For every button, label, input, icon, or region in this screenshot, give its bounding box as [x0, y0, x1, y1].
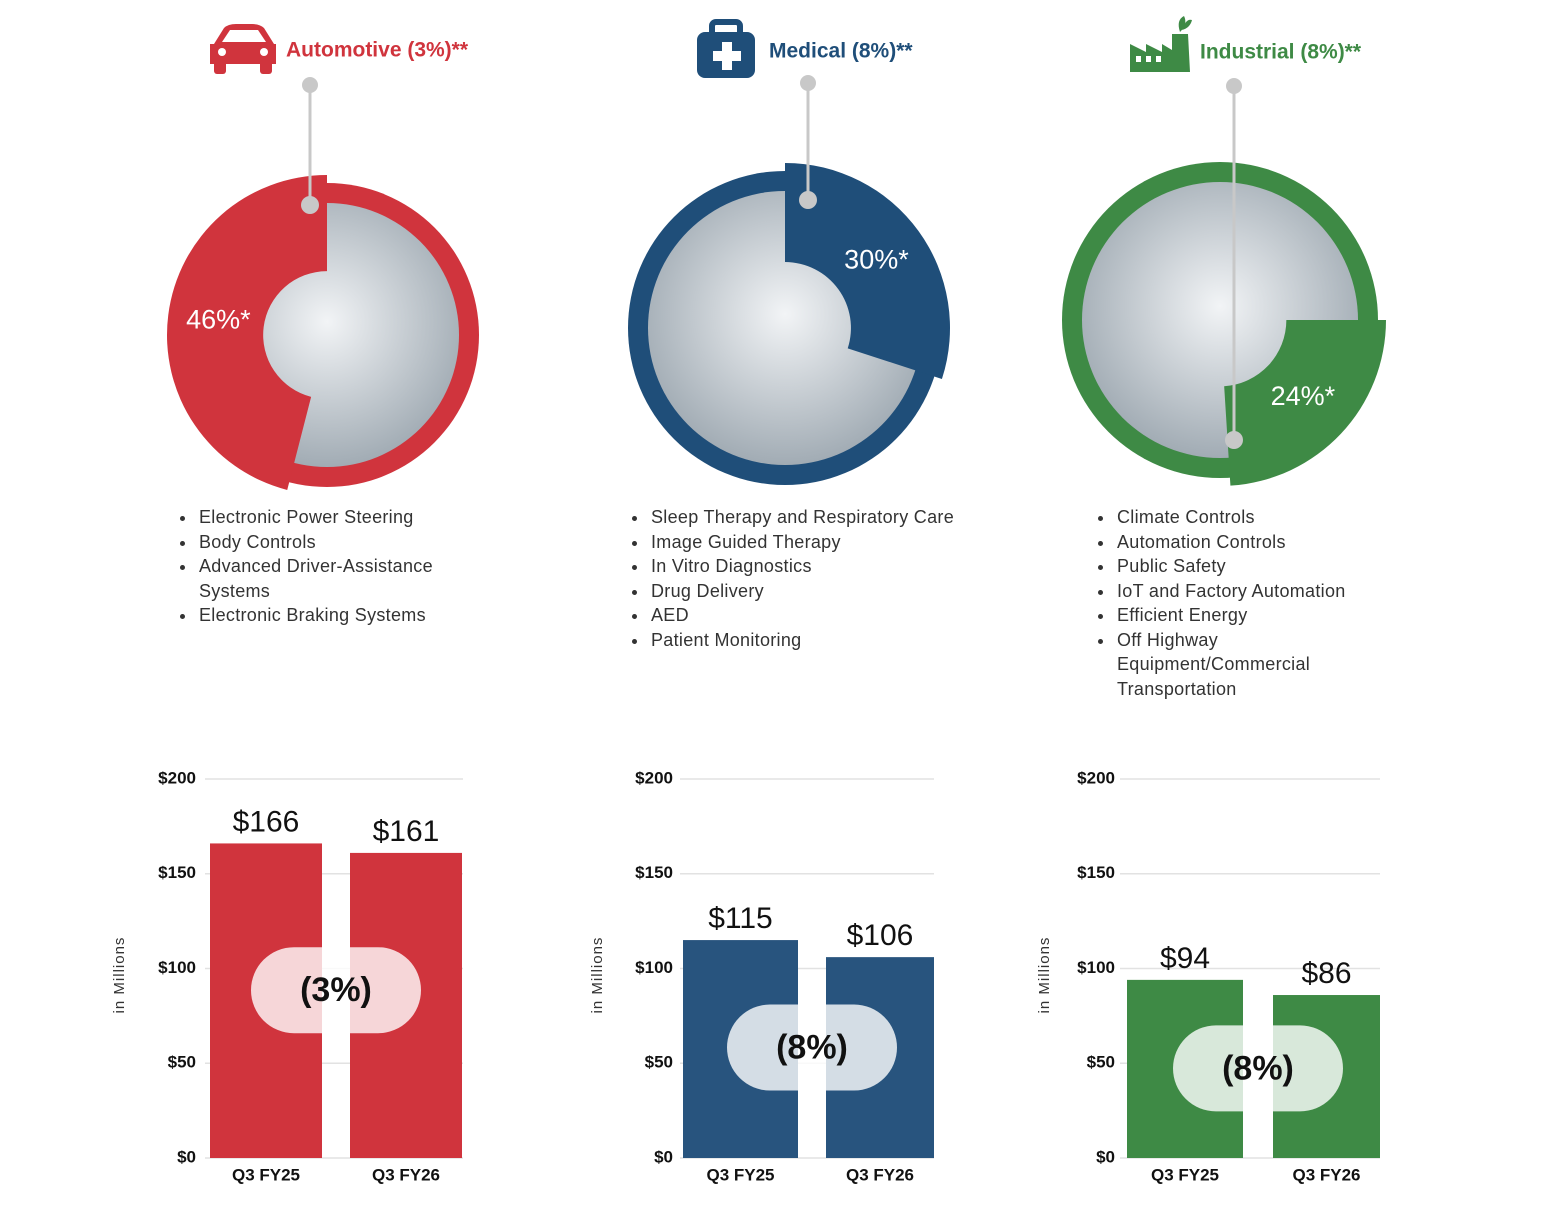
y-axis-label: in Millions — [111, 937, 128, 1014]
y-tick-label: $150 — [1077, 863, 1115, 882]
y-axis-label: in Millions — [1036, 937, 1053, 1014]
pin-dot — [302, 77, 318, 93]
change-pill — [727, 1004, 897, 1091]
bullet-item: Electronic Power Steering — [197, 505, 487, 530]
y-tick-label: $100 — [158, 958, 196, 977]
y-tick-label: $0 — [654, 1147, 673, 1166]
x-tick-label: Q3 FY25 — [232, 1165, 300, 1184]
share-label: 30%* — [844, 245, 909, 275]
segment-title: Medical (8%)** — [769, 40, 913, 63]
y-tick-label: $200 — [1077, 768, 1115, 787]
share-sector — [167, 175, 327, 490]
bullet-item: Patient Monitoring — [649, 628, 1029, 653]
medkit-icon — [697, 19, 755, 78]
value-label: $106 — [847, 919, 914, 952]
y-tick-label: $50 — [168, 1053, 196, 1072]
y-tick-label: $50 — [1087, 1053, 1115, 1072]
x-tick-label: Q3 FY25 — [706, 1165, 774, 1184]
bullet-item: In Vitro Diagnostics — [649, 554, 1029, 579]
x-tick-label: Q3 FY26 — [846, 1165, 914, 1184]
y-tick-label: $200 — [158, 768, 196, 787]
y-tick-label: $0 — [1096, 1147, 1115, 1166]
pin-dot — [799, 191, 817, 209]
x-tick-label: Q3 FY26 — [1292, 1165, 1360, 1184]
pin-dot — [1226, 78, 1242, 94]
car-icon — [210, 24, 276, 74]
value-label: $161 — [373, 815, 440, 848]
pin-dot — [800, 75, 816, 91]
y-tick-label: $50 — [645, 1053, 673, 1072]
y-tick-label: $100 — [1077, 958, 1115, 977]
y-axis-label: in Millions — [589, 937, 606, 1014]
share-label: 46%* — [186, 304, 251, 334]
value-label: $94 — [1160, 942, 1210, 975]
y-tick-label: $0 — [177, 1147, 196, 1166]
bullet-item: AED — [649, 603, 1029, 628]
change-pill — [251, 947, 421, 1034]
y-tick-label: $100 — [635, 958, 673, 977]
change-pill — [1173, 1025, 1343, 1112]
segment-title: Automotive (3%)** — [286, 39, 469, 62]
bullet-item: Climate Controls — [1115, 505, 1400, 530]
value-label: $86 — [1301, 957, 1351, 990]
pin-dot — [1225, 431, 1243, 449]
bullet-item: Advanced Driver-Assistance Systems — [197, 554, 487, 603]
y-tick-label: $150 — [158, 863, 196, 882]
bullet-item: Body Controls — [197, 530, 487, 555]
bullet-item: Off Highway Equipment/Commercial Transpo… — [1115, 628, 1400, 702]
change-label: (8%) — [776, 1029, 848, 1067]
bullet-item: Public Safety — [1115, 554, 1400, 579]
x-tick-label: Q3 FY25 — [1151, 1165, 1219, 1184]
value-label: $166 — [233, 805, 300, 838]
bullet-item: Drug Delivery — [649, 579, 1029, 604]
bullet-list: Climate ControlsAutomation ControlsPubli… — [1093, 505, 1400, 701]
share-sector — [1224, 320, 1386, 486]
bullet-item: Electronic Braking Systems — [197, 603, 487, 628]
bullet-list: Sleep Therapy and Respiratory CareImage … — [627, 505, 1029, 652]
bullet-item: Image Guided Therapy — [649, 530, 1029, 555]
change-label: (8%) — [1222, 1049, 1294, 1087]
pin-dot — [301, 196, 319, 214]
share-sector — [785, 163, 950, 379]
share-label: 24%* — [1271, 381, 1336, 411]
change-label: (3%) — [300, 971, 372, 1009]
bullet-item: IoT and Factory Automation — [1115, 579, 1400, 604]
bullet-item: Automation Controls — [1115, 530, 1400, 555]
bullet-item: Sleep Therapy and Respiratory Care — [649, 505, 1029, 530]
factory-icon — [1130, 16, 1192, 72]
y-tick-label: $200 — [635, 768, 673, 787]
x-tick-label: Q3 FY26 — [372, 1165, 440, 1184]
bullet-list: Electronic Power SteeringBody ControlsAd… — [175, 505, 487, 628]
y-tick-label: $150 — [635, 863, 673, 882]
value-label: $115 — [708, 902, 773, 935]
bullet-item: Efficient Energy — [1115, 603, 1400, 628]
segment-title: Industrial (8%)** — [1200, 41, 1362, 64]
